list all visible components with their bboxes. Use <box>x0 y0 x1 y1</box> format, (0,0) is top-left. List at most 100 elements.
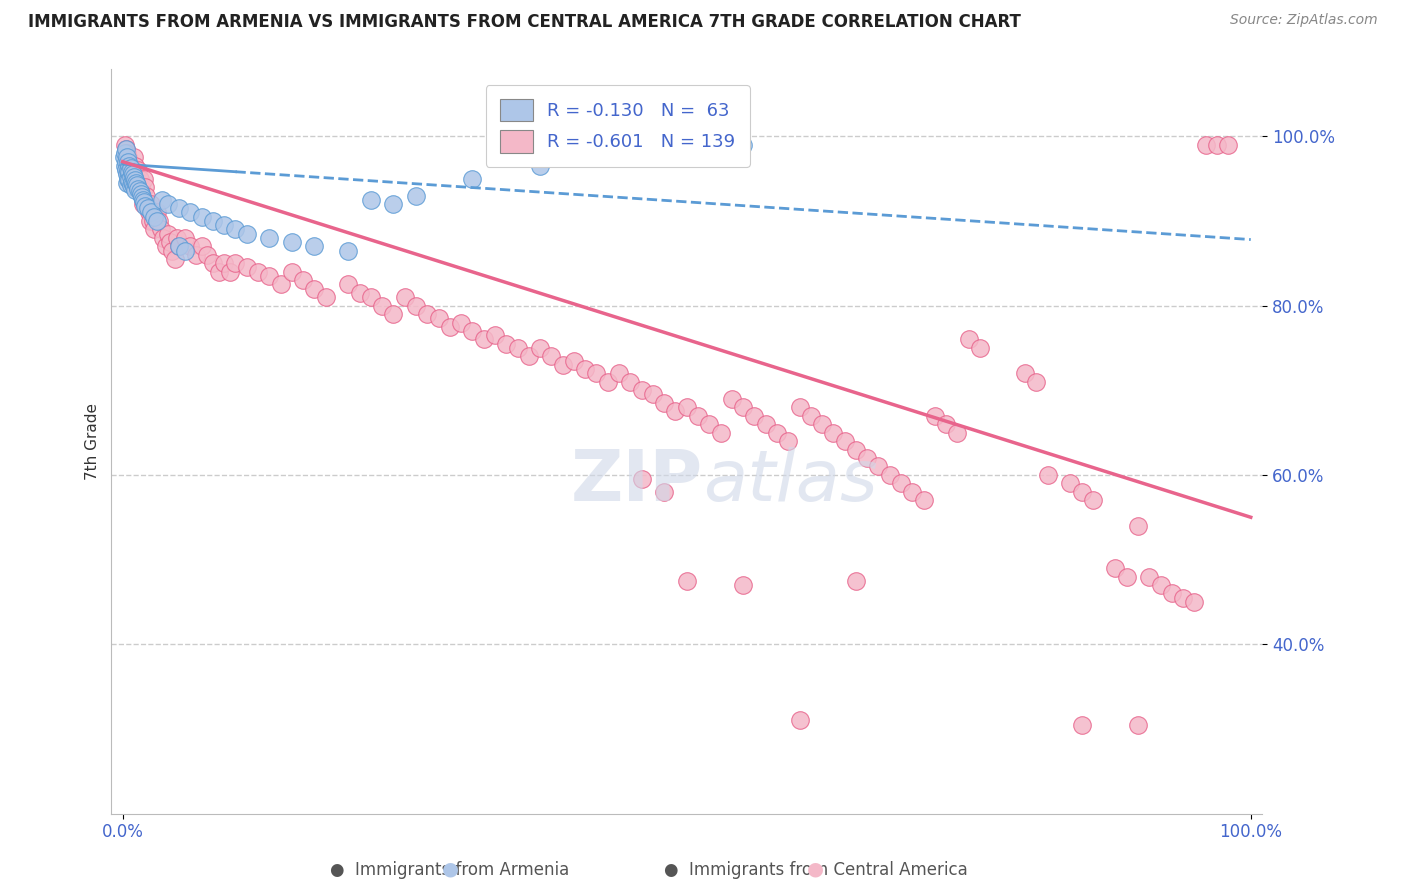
Point <box>134 180 156 194</box>
Text: atlas: atlas <box>703 447 877 516</box>
Point <box>1194 137 1216 152</box>
Point <box>529 159 551 173</box>
Point <box>845 442 868 457</box>
Point <box>1218 137 1240 152</box>
Point <box>382 307 405 321</box>
Point <box>124 159 146 173</box>
Point <box>901 484 924 499</box>
Point <box>129 180 152 194</box>
Point <box>118 173 141 187</box>
Point <box>150 222 173 236</box>
Point <box>236 260 259 275</box>
Point <box>596 375 619 389</box>
Point <box>789 714 811 728</box>
Point <box>138 205 160 219</box>
Text: Source: ZipAtlas.com: Source: ZipAtlas.com <box>1230 13 1378 28</box>
Point <box>259 268 281 283</box>
Point <box>461 171 484 186</box>
Point <box>134 171 156 186</box>
Legend: R = -0.130   N =  63, R = -0.601   N = 139: R = -0.130 N = 63, R = -0.601 N = 139 <box>485 85 749 167</box>
Point <box>259 231 281 245</box>
Point <box>128 171 150 186</box>
Point <box>118 154 141 169</box>
Point <box>450 316 472 330</box>
Point <box>127 178 149 193</box>
Point <box>630 472 652 486</box>
Point <box>562 353 585 368</box>
Point <box>416 307 439 321</box>
Point <box>1059 476 1081 491</box>
Point <box>173 231 195 245</box>
Point <box>124 173 146 187</box>
Point <box>179 239 201 253</box>
Point <box>136 197 159 211</box>
Point <box>1160 586 1182 600</box>
Point <box>382 197 405 211</box>
Point <box>1115 569 1137 583</box>
Point <box>135 188 157 202</box>
Point <box>292 273 315 287</box>
Point <box>134 195 156 210</box>
Point <box>112 150 135 164</box>
Point <box>121 167 143 181</box>
Point <box>270 277 292 292</box>
Point <box>811 417 834 431</box>
Point <box>1126 717 1149 731</box>
Text: IMMIGRANTS FROM ARMENIA VS IMMIGRANTS FROM CENTRAL AMERICA 7TH GRADE CORRELATION: IMMIGRANTS FROM ARMENIA VS IMMIGRANTS FR… <box>28 13 1021 31</box>
Point <box>115 167 138 181</box>
Y-axis label: 7th Grade: 7th Grade <box>86 402 100 480</box>
Text: ZIP: ZIP <box>571 447 703 516</box>
Point <box>127 176 149 190</box>
Point <box>127 163 149 178</box>
Point <box>652 396 675 410</box>
Point <box>394 290 416 304</box>
Point <box>946 425 969 440</box>
Point <box>121 167 143 181</box>
Point <box>129 186 152 201</box>
Point <box>924 409 946 423</box>
Point <box>201 256 224 270</box>
Point <box>114 137 136 152</box>
Point <box>115 154 138 169</box>
Point <box>405 299 427 313</box>
Point <box>315 290 337 304</box>
Point <box>167 239 190 253</box>
Point <box>236 227 259 241</box>
Point <box>969 341 991 355</box>
Point <box>195 248 218 262</box>
Point <box>337 244 360 258</box>
Point <box>439 319 461 334</box>
Point <box>218 265 240 279</box>
Text: ●: ● <box>807 860 824 879</box>
Point <box>484 328 506 343</box>
Point <box>117 150 139 164</box>
Point <box>139 197 162 211</box>
Point <box>360 193 382 207</box>
Point <box>935 417 957 431</box>
Point <box>145 205 167 219</box>
Point <box>122 169 145 184</box>
Point <box>585 137 607 152</box>
Point <box>641 387 664 401</box>
Point <box>117 171 139 186</box>
Text: ●  Immigrants from Central America: ● Immigrants from Central America <box>664 861 967 879</box>
Point <box>117 154 139 169</box>
Point <box>495 150 517 164</box>
Point <box>115 146 138 161</box>
Point <box>167 239 190 253</box>
Point <box>115 142 138 156</box>
Point <box>121 177 143 191</box>
Point <box>675 574 697 588</box>
Point <box>134 199 156 213</box>
Point <box>664 404 686 418</box>
Point <box>675 400 697 414</box>
Point <box>912 493 935 508</box>
Point <box>212 218 235 232</box>
Point <box>630 384 652 398</box>
Point <box>207 265 229 279</box>
Text: ●  Immigrants from Armenia: ● Immigrants from Armenia <box>330 861 569 879</box>
Point <box>150 193 173 207</box>
Point <box>131 190 153 204</box>
Point <box>136 201 159 215</box>
Point <box>179 205 201 219</box>
